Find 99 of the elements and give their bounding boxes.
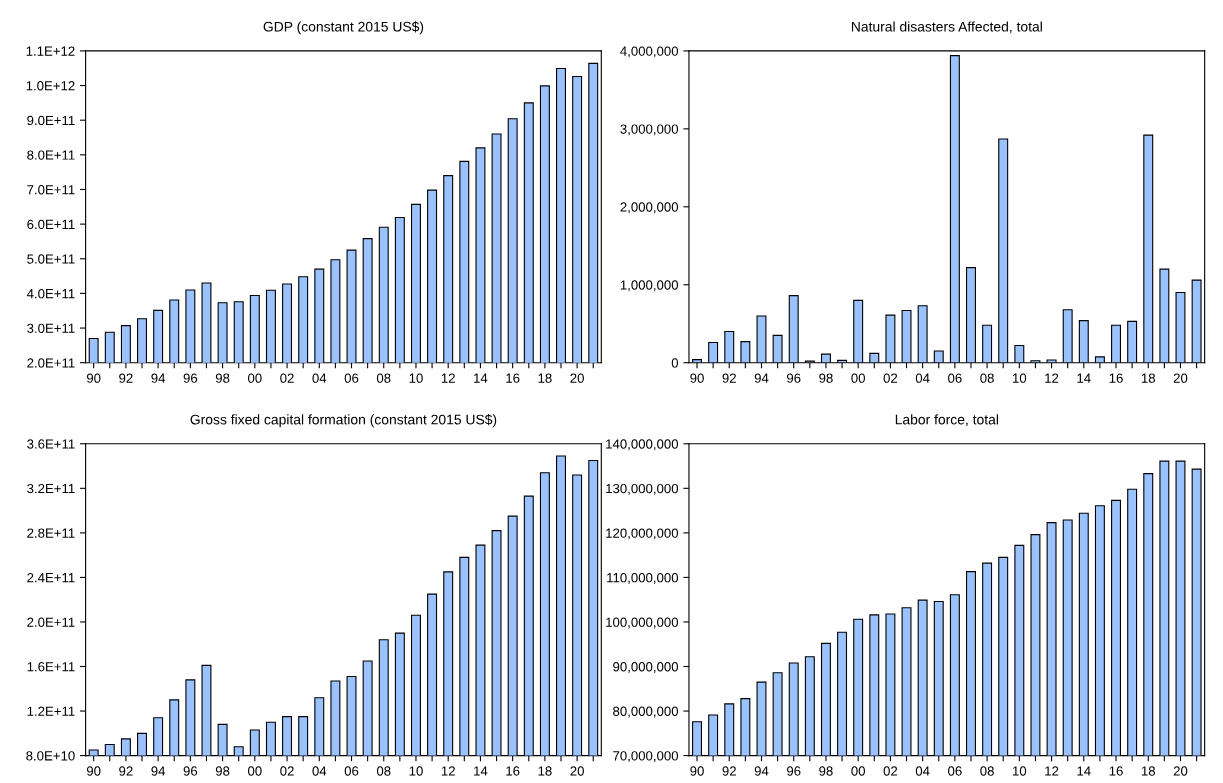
x-tick-label: 04 [312, 766, 327, 776]
x-tick-label: 14 [1077, 766, 1091, 776]
x-tick-label: 96 [183, 373, 198, 383]
y-tick-label: 90,000,000 [613, 662, 679, 673]
chart-title: Natural disasters Affected, total [851, 21, 1042, 34]
x-tick-label: 06 [948, 766, 962, 776]
x-tick-label: 08 [376, 766, 391, 776]
y-tick-label: 3.0E+11 [27, 323, 75, 333]
y-tick-label: 2.4E+11 [27, 572, 75, 583]
x-tick-label: 06 [344, 373, 359, 383]
x-tick-label: 18 [538, 766, 552, 776]
x-tick-label: 96 [183, 766, 198, 776]
chart-title: GDP (constant 2015 US$) [263, 21, 424, 35]
x-tick-label: 06 [344, 766, 359, 776]
x-tick-label: 90 [86, 766, 101, 776]
y-tick-label: 6.0E+11 [27, 219, 75, 230]
y-tick-label: 8.0E+10 [26, 751, 75, 761]
x-tick-label: 98 [819, 766, 833, 776]
x-tick-label: 02 [883, 373, 898, 383]
x-tick-label: 00 [248, 766, 262, 776]
x-tick-label: 08 [980, 766, 994, 776]
y-tick-label: 4.0E+11 [26, 288, 75, 299]
x-tick-label: 16 [1109, 373, 1123, 383]
x-tick-label: 92 [722, 766, 736, 776]
y-tick-label: 110,000,000 [607, 572, 679, 584]
y-tick-label: 100,000,000 [606, 617, 679, 629]
x-tick-label: 10 [1013, 373, 1027, 383]
x-tick-label: 94 [754, 766, 769, 776]
x-tick-label: 20 [1173, 373, 1188, 383]
y-tick-label: 1,000,000 [620, 280, 679, 292]
y-tick-label: 3.6E+11 [27, 439, 75, 449]
x-tick-label: 16 [506, 766, 520, 776]
x-tick-label: 10 [409, 373, 423, 383]
y-tick-label: 9.0E+11 [27, 115, 75, 126]
x-tick-label: 14 [1077, 373, 1091, 383]
x-tick-label: 18 [1141, 373, 1156, 383]
x-tick-label: 10 [409, 766, 423, 776]
x-tick-label: 98 [819, 373, 833, 383]
x-tick-label: 04 [312, 373, 327, 383]
x-tick-label: 94 [151, 373, 166, 383]
x-tick-label: 04 [915, 373, 930, 383]
x-tick-label: 14 [474, 373, 488, 383]
x-tick-label: 16 [1109, 766, 1123, 776]
x-tick-label: 20 [1173, 766, 1188, 776]
x-tick-label: 12 [1045, 373, 1059, 383]
y-tick-label: 2.0E+11 [27, 358, 75, 368]
x-tick-label: 92 [119, 766, 133, 776]
x-tick-label: 08 [980, 373, 994, 383]
x-tick-label: 92 [722, 373, 736, 383]
x-tick-label: 08 [376, 373, 391, 383]
x-tick-label: 92 [119, 373, 133, 383]
y-tick-label: 120,000,000 [606, 528, 679, 540]
x-tick-label: 96 [787, 373, 801, 383]
x-tick-label: 02 [280, 766, 294, 776]
y-tick-label: 1.6E+11 [27, 662, 75, 672]
x-tick-label: 06 [948, 373, 962, 383]
x-tick-label: 02 [883, 766, 898, 776]
y-tick-label: 3,000,000 [620, 124, 679, 136]
x-tick-label: 18 [1141, 766, 1156, 776]
x-tick-label: 02 [280, 373, 294, 383]
x-tick-label: 10 [1013, 766, 1027, 776]
y-tick-label: 3.2E+11 [27, 483, 75, 494]
x-tick-label: 00 [851, 766, 865, 776]
x-tick-label: 14 [474, 766, 488, 776]
x-tick-label: 16 [506, 373, 520, 383]
x-tick-label: 00 [851, 373, 865, 383]
y-tick-label: 0 [671, 358, 679, 368]
y-tick-label: 1.0E+12 [26, 81, 75, 91]
x-tick-label: 12 [441, 373, 455, 383]
y-tick-label: 4,000,000 [620, 46, 679, 58]
y-tick-label: 80,000,000 [613, 706, 679, 718]
x-tick-label: 18 [538, 373, 552, 383]
y-tick-label: 1.2E+11 [27, 706, 75, 716]
y-tick-label: 8.0E+11 [27, 150, 75, 160]
x-tick-label: 00 [248, 373, 262, 383]
x-tick-label: 20 [570, 373, 584, 383]
x-tick-label: 12 [1045, 766, 1059, 776]
chart-title: Gross fixed capital formation (constant 2015 US$) [190, 414, 497, 428]
x-tick-label: 90 [86, 373, 101, 383]
y-tick-label: 70,000,000 [613, 751, 679, 763]
x-tick-label: 98 [215, 766, 230, 776]
x-tick-label: 90 [690, 373, 704, 383]
x-tick-label: 90 [690, 766, 704, 776]
y-tick-label: 7.0E+11 [27, 185, 75, 195]
y-tick-label: 1.1E+12 [26, 46, 75, 56]
y-tick-label: 2.8E+11 [27, 528, 75, 538]
x-tick-label: 96 [787, 766, 801, 776]
x-tick-label: 98 [215, 373, 230, 383]
x-tick-label: 94 [151, 766, 166, 776]
y-tick-label: 140,000,000 [606, 439, 679, 451]
y-tick-label: 2,000,000 [620, 202, 679, 214]
y-tick-label: 2.0E+11 [27, 617, 75, 627]
x-tick-label: 12 [441, 766, 455, 776]
x-tick-label: 20 [570, 766, 584, 776]
chart-title: Labor force, total [895, 414, 998, 427]
y-tick-label: 130,000,000 [606, 483, 679, 495]
x-tick-label: 94 [754, 373, 769, 383]
y-tick-label: 5.0E+11 [27, 254, 75, 264]
x-tick-label: 04 [915, 766, 930, 776]
